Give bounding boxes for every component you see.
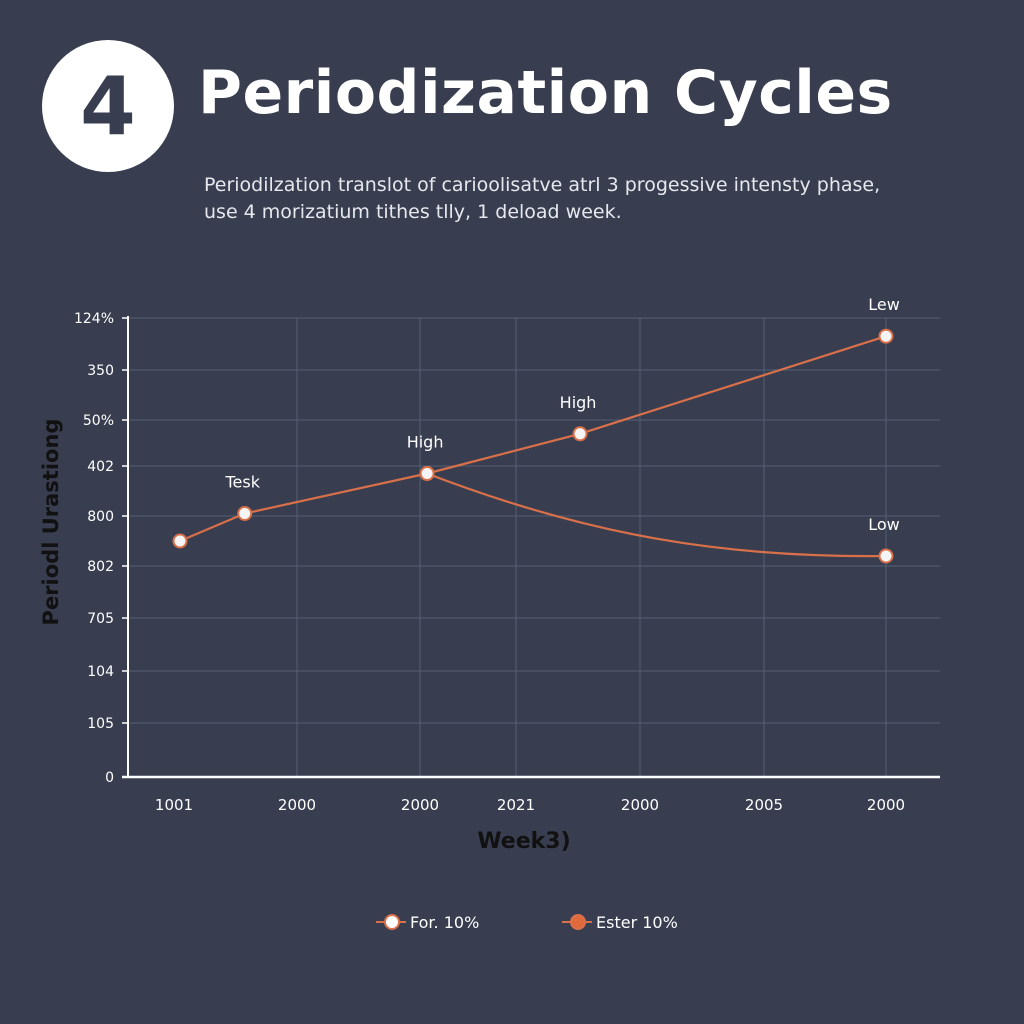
data-point <box>419 466 435 481</box>
y-tick-label: 402 <box>87 459 114 475</box>
data-label: Lew <box>868 295 900 314</box>
data-point <box>237 506 253 521</box>
y-tick-label: 802 <box>87 559 114 575</box>
chart-labels: Tesk High High Lew Low <box>224 295 899 534</box>
y-tick-label: 50% <box>83 413 114 429</box>
legend-item-for: For. 10% <box>376 912 479 932</box>
legend-label: For. 10% <box>410 912 480 932</box>
step-number-badge: 4 <box>42 40 174 172</box>
x-axis-title: Week3) <box>477 829 570 854</box>
y-tick-label: 705 <box>87 611 114 627</box>
y-tick-label: 0 <box>105 770 114 786</box>
legend-item-ester: Ester 10% <box>562 912 678 932</box>
chart-legend: For. 10% Ester 10% <box>0 912 1024 940</box>
legend-label: Ester 10% <box>596 912 678 932</box>
x-tick-label: 2000 <box>278 796 316 814</box>
chart-axes: 0 105 104 705 802 800 402 50% 350 124% 1001 2000 200… <box>39 311 940 854</box>
data-label: High <box>407 433 444 452</box>
x-tick-label: 2000 <box>621 796 659 814</box>
page-title: Periodization Cycles <box>198 58 893 128</box>
chart-grid <box>128 317 940 777</box>
data-point <box>878 328 894 344</box>
data-point <box>878 548 894 564</box>
page-subtitle: Periodilzation translot of carioolisatve… <box>204 174 881 223</box>
data-label: High <box>560 393 597 412</box>
chart-series <box>172 328 894 564</box>
y-tick-label: 350 <box>87 363 114 379</box>
data-label: Low <box>868 515 900 534</box>
x-tick-label: 2000 <box>401 796 439 814</box>
step-number: 4 <box>80 59 136 153</box>
y-tick-label: 105 <box>87 716 114 732</box>
y-axis-title: Periodl Urastiong <box>39 419 63 626</box>
data-label: Tesk <box>224 473 260 492</box>
legend-marker-icon <box>562 912 592 932</box>
legend-marker-icon <box>376 912 406 932</box>
series-line <box>426 472 887 558</box>
data-point <box>572 426 588 442</box>
x-tick-label: 2000 <box>867 796 905 814</box>
x-tick-label: 2005 <box>745 796 783 814</box>
y-tick-label: 800 <box>87 509 114 525</box>
x-tick-label: 2021 <box>497 796 535 814</box>
y-tick-label: 104 <box>87 664 114 680</box>
x-tick-label: 1001 <box>155 796 193 814</box>
data-point <box>172 533 188 549</box>
y-tick-label: 124% <box>74 311 114 327</box>
